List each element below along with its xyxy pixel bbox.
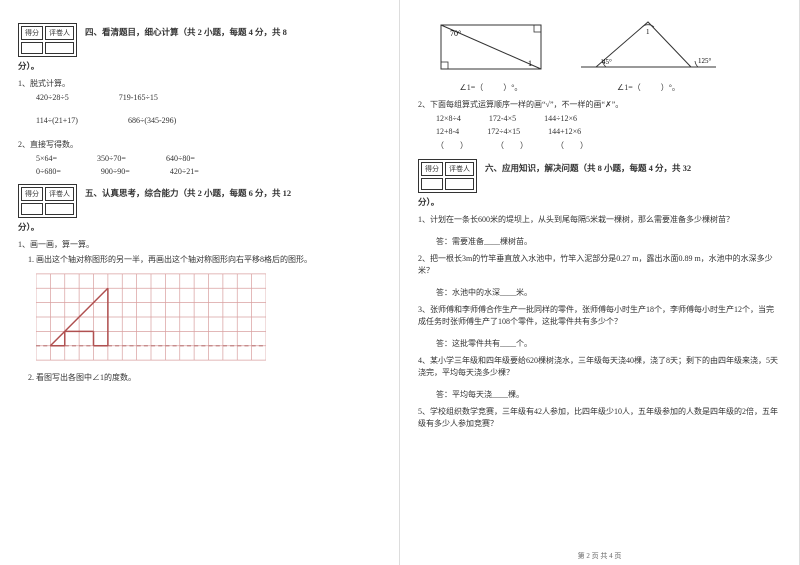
calc: （ ） (556, 140, 588, 151)
triangle-figure: 45° 1 125° (576, 17, 721, 77)
angle-figures: 70° 1 ∠1=（ ）°。 45° 1 125° ∠1=（ ）°。 (436, 17, 781, 93)
calc: 12+8-4 (436, 127, 459, 136)
a2b: ）°。 (661, 83, 680, 92)
q2-line1: 2、下面每组算式运算顺序一样的画“√”，不一样的画“✗”。 (418, 99, 781, 110)
s6-q2: 2、把一根长3m的竹竿垂直放入水池中，竹竿入泥部分是0.27 m，露出水面0.8… (418, 253, 781, 277)
calc: 144+12×6 (548, 127, 581, 136)
section-4-title: 四、看清题目，细心计算（共 2 小题，每题 4 分，共 8 (85, 26, 287, 38)
score-blank2 (45, 203, 74, 215)
page-right: 70° 1 ∠1=（ ）°。 45° 1 125° ∠1=（ ）°。 2、下面每组算式… (400, 0, 800, 565)
calc: 0÷680= (36, 167, 61, 176)
section-5-title: 五、认真思考，综合能力（共 2 小题，每题 6 分，共 12 (85, 187, 291, 199)
score-box-5: 得分 评卷人 (18, 184, 77, 218)
svg-text:45°: 45° (602, 58, 612, 66)
s6-a1: 答：需要准备____棵树苗。 (436, 236, 781, 247)
rect-angle-box: 70° 1 ∠1=（ ）°。 (436, 22, 546, 93)
s4-row1: 420÷28÷5 719-165÷15 (36, 93, 381, 102)
calc: 420÷21= (170, 167, 199, 176)
score-h1: 得分 (21, 26, 43, 40)
section-6-title-suffix: 分）。 (418, 196, 781, 208)
s4-row2: 114÷(21+17) 686÷(345-296) (36, 116, 381, 125)
s6-q5: 5、学校组织数学竞赛，三年级有42人参加，比四年级少10人，五年级参加的人数是四… (418, 406, 781, 430)
s5-sub2: 2. 看图写出各图中∠1的度数。 (28, 372, 381, 383)
score-h1: 得分 (21, 187, 43, 201)
page-left: 得分 评卷人 四、看清题目，细心计算（共 2 小题，每题 4 分，共 8 分）。… (0, 0, 400, 565)
calc: 686÷(345-296) (128, 116, 176, 125)
svg-text:125°: 125° (698, 57, 712, 65)
s6-a2: 答：水池中的水深____米。 (436, 287, 781, 298)
score-box-4: 得分 评卷人 (18, 23, 77, 57)
score-blank (21, 42, 43, 54)
tri-angle-box: 45° 1 125° ∠1=（ ）°。 (576, 17, 721, 93)
q2-r2: 12+8-4 172÷4×15 144+12×6 (436, 127, 781, 136)
q2-r1: 12×8÷4 172-4×5 144÷12×6 (436, 114, 781, 123)
section-6-header: 得分 评卷人 六、应用知识，解决问题（共 8 小题，每题 4 分，共 32 (418, 159, 781, 193)
page-footer: 第 2 页 共 4 页 (400, 551, 799, 561)
grid-figure (36, 272, 266, 362)
score-blank2 (445, 178, 474, 190)
score-h2: 评卷人 (445, 162, 474, 176)
a2a: ∠1=（ (617, 83, 641, 92)
calc: （ ） (496, 140, 528, 151)
calc: 5×64= (36, 154, 57, 163)
score-h1: 得分 (421, 162, 443, 176)
calc: 719-165÷15 (119, 93, 158, 102)
s5-desc1: 1. 画出这个轴对称图形的另一半，再画出这个轴对称图形向右平移8格后的图形。 (28, 254, 381, 265)
calc: 12×8÷4 (436, 114, 461, 123)
section-5-title-suffix: 分）。 (18, 221, 381, 233)
calc: 114÷(21+17) (36, 116, 78, 125)
s5-sub1: 1、画一画，算一算。 (18, 239, 381, 250)
s6-q4: 4、某小学三年级和四年级要给620棵树浇水，三年级每天浇40棵，浇了8天；剩下的… (418, 355, 781, 379)
calc: 144÷12×6 (544, 114, 577, 123)
calc: 172-4×5 (489, 114, 516, 123)
s4-row4: 0÷680= 900÷90= 420÷21= (36, 167, 381, 176)
a1a: ∠1=（ (460, 83, 484, 92)
s4-sub2: 2、直接写得数。 (18, 139, 381, 150)
s4-sub1: 1、脱式计算。 (18, 78, 381, 89)
s6-q1: 1、计划在一条长600米的堤坝上，从头到尾每隔5米栽一棵树，那么需要准备多少棵树… (418, 214, 781, 226)
score-h2: 评卷人 (45, 26, 74, 40)
score-box-6: 得分 评卷人 (418, 159, 477, 193)
a1b: ）°。 (503, 83, 522, 92)
calc: 900÷90= (101, 167, 130, 176)
svg-text:1: 1 (528, 59, 532, 68)
angle1-answer: ∠1=（ ）°。 (436, 82, 546, 93)
section-4-title-suffix: 分）。 (18, 60, 381, 72)
calc: （ ） (436, 140, 468, 151)
section-5-header: 得分 评卷人 五、认真思考，综合能力（共 2 小题，每题 6 分，共 12 (18, 184, 381, 218)
score-h2: 评卷人 (45, 187, 74, 201)
calc: 350÷70= (97, 154, 126, 163)
score-blank2 (45, 42, 74, 54)
rectangle-figure: 70° 1 (436, 22, 546, 77)
s6-a3: 答：这批零件共有____个。 (436, 338, 781, 349)
a2gap (643, 83, 659, 92)
calc: 420÷28÷5 (36, 93, 69, 102)
s4-row3: 5×64= 350÷70= 640÷80= (36, 154, 381, 163)
score-blank (421, 178, 443, 190)
score-blank (21, 203, 43, 215)
s6-q3: 3、张师傅和李师傅合作生产一批同样的零件，张师傅每小时生产18个，李师傅每小时生… (418, 304, 781, 328)
calc: 172÷4×15 (487, 127, 520, 136)
s6-a4: 答：平均每天浇____棵。 (436, 389, 781, 400)
section-4-header: 得分 评卷人 四、看清题目，细心计算（共 2 小题，每题 4 分，共 8 (18, 23, 381, 57)
calc: 640÷80= (166, 154, 195, 163)
angle2-answer: ∠1=（ ）°。 (576, 82, 721, 93)
q2-r3: （ ） （ ） （ ） (436, 140, 781, 151)
svg-text:1: 1 (646, 28, 650, 36)
section-6-title: 六、应用知识，解决问题（共 8 小题，每题 4 分，共 32 (485, 162, 691, 174)
svg-text:70°: 70° (450, 29, 461, 38)
a1gap (485, 83, 501, 92)
